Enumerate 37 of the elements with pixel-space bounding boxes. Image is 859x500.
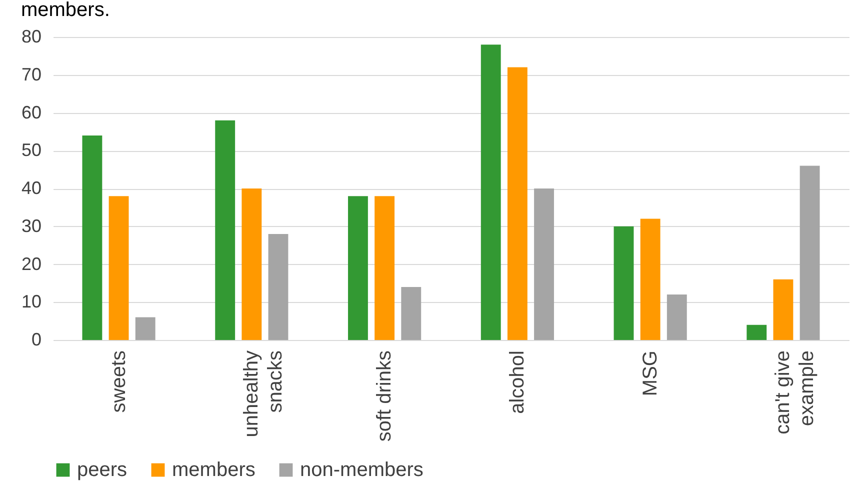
bar xyxy=(242,188,262,340)
bar xyxy=(215,120,236,340)
x-tick-label: can't give example xyxy=(772,350,818,434)
chart-title: members. xyxy=(20,0,110,21)
y-tick-label: 80 xyxy=(21,26,42,46)
x-tick-label: alcohol xyxy=(506,350,528,414)
bar xyxy=(666,294,687,340)
bar xyxy=(640,218,660,340)
bar xyxy=(614,226,634,340)
bar xyxy=(268,234,288,340)
bar xyxy=(348,196,368,340)
y-tick-label: 50 xyxy=(21,140,42,160)
y-tick-label: 60 xyxy=(21,102,42,122)
bar xyxy=(108,196,129,340)
y-tick-label: 10 xyxy=(21,292,42,312)
bar xyxy=(800,166,820,340)
bar xyxy=(746,324,767,340)
y-tick-label: 70 xyxy=(21,64,42,84)
bar xyxy=(534,188,554,340)
legend-label: non-members xyxy=(300,459,424,481)
y-tick-label: 30 xyxy=(21,216,42,236)
y-tick-label: 40 xyxy=(21,178,42,198)
bar xyxy=(507,67,528,340)
bar xyxy=(480,44,501,340)
x-tick-label: soft drinks xyxy=(374,350,396,442)
legend-label: peers xyxy=(77,459,128,481)
x-tick-label: MSG xyxy=(639,350,662,396)
y-tick-label: 0 xyxy=(31,330,42,350)
y-tick-label: 20 xyxy=(21,254,42,274)
x-tick-label: sweets xyxy=(108,350,130,413)
legend-label: members xyxy=(172,459,256,481)
x-tick-label: unhealthy snacks xyxy=(240,350,287,438)
bar xyxy=(374,196,395,340)
bar xyxy=(773,279,794,340)
bar xyxy=(401,286,422,340)
bar xyxy=(135,317,156,340)
bar xyxy=(82,135,102,340)
